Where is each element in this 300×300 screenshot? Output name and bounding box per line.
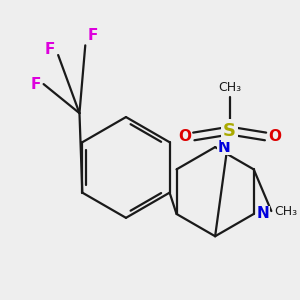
Text: N: N	[256, 206, 269, 221]
Text: O: O	[178, 129, 191, 144]
Text: S: S	[223, 122, 236, 140]
Text: CH₃: CH₃	[274, 205, 297, 218]
Text: CH₃: CH₃	[218, 81, 241, 94]
Text: F: F	[45, 42, 55, 57]
Text: O: O	[268, 129, 281, 144]
Text: F: F	[87, 28, 98, 44]
Text: F: F	[30, 76, 41, 92]
Text: N: N	[218, 140, 231, 154]
